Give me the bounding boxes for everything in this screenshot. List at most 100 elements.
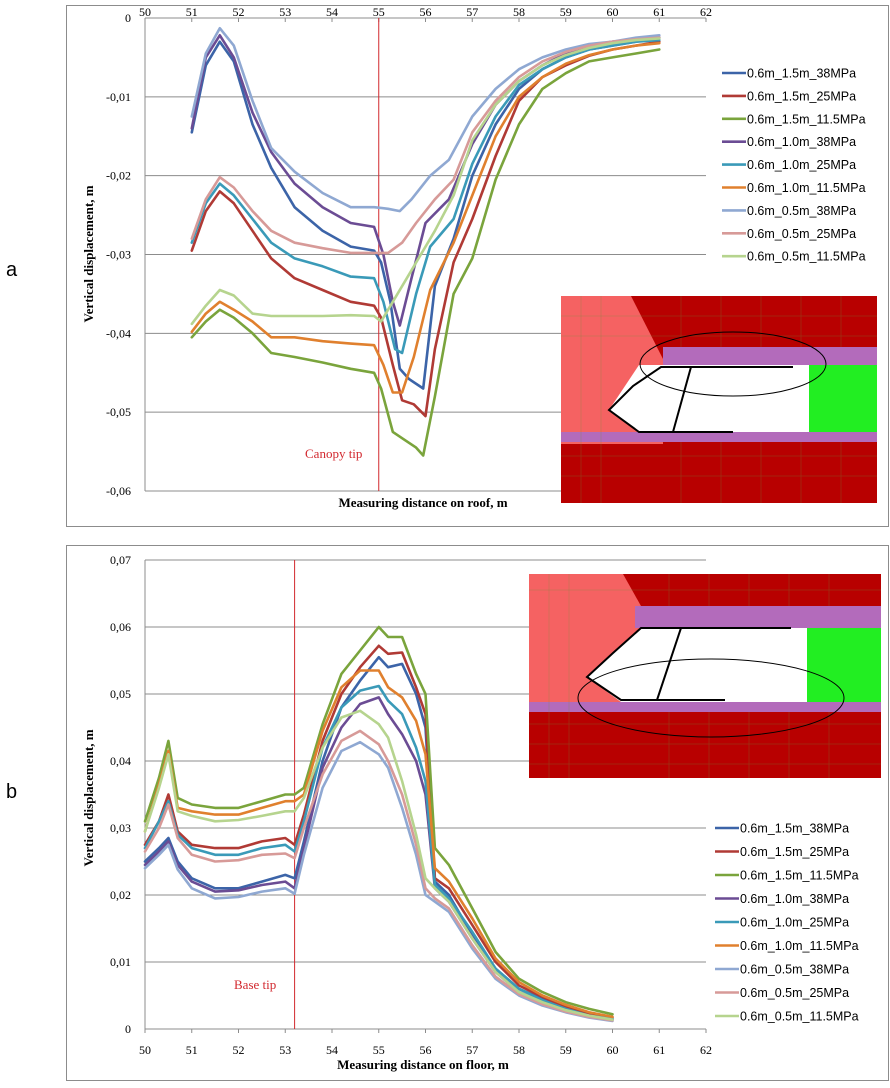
x-tick-label: 51	[186, 1043, 198, 1057]
inset-support-outline	[607, 366, 793, 433]
series-line	[143, 709, 614, 1021]
x-tick-label: 53	[279, 1043, 291, 1057]
legend-entry: 0.6m_0.5m_38MPa	[740, 963, 849, 977]
series-line	[143, 740, 614, 1023]
x-tick-label: 61	[653, 1043, 665, 1057]
legend-entry: 0.6m_1.0m_25MPa	[747, 158, 856, 172]
panel-label-b: b	[6, 781, 17, 803]
y-tick-label: 0,02	[110, 888, 131, 902]
x-tick-label: 55	[373, 1043, 385, 1057]
y-tick-label: -0,05	[106, 405, 131, 419]
y-tick-label: -0,06	[106, 484, 131, 498]
series-line	[190, 34, 661, 327]
inset-opening	[609, 365, 809, 432]
legend-entry: 0.6m_1.0m_25MPa	[740, 916, 849, 930]
y-tick-label: 0,04	[110, 754, 131, 768]
x-tick-label: 62	[700, 5, 712, 19]
x-tick-label: 60	[607, 1043, 619, 1057]
x-tick-label: 60	[607, 5, 619, 19]
x-tick-label: 58	[513, 1043, 525, 1057]
legend-entry: 0.6m_1.5m_25MPa	[747, 89, 856, 103]
y-tick-label: 0,03	[110, 821, 131, 835]
legend-entry: 0.6m_1.0m_38MPa	[747, 135, 856, 149]
series-line	[190, 26, 661, 213]
y-tick-label: 0,07	[110, 553, 131, 567]
model-inset-floor	[529, 574, 881, 778]
series-line	[190, 37, 661, 326]
y-tick-label: -0,03	[106, 248, 131, 262]
panel-label-a: a	[6, 259, 18, 281]
marker-label: Canopy tip	[305, 446, 362, 461]
x-tick-label: 55	[373, 5, 385, 19]
x-tick-label: 56	[420, 1043, 432, 1057]
inset-goaf-block	[809, 365, 877, 432]
inset-mesh	[561, 296, 877, 503]
x-tick-label: 58	[513, 5, 525, 19]
inset-floor-layer	[529, 702, 881, 712]
x-tick-label: 54	[326, 5, 338, 19]
legend-entry: 0.6m_0.5m_11.5MPa	[747, 250, 866, 264]
model-inset-roof	[561, 296, 877, 503]
legend-entry: 0.6m_0.5m_25MPa	[740, 986, 849, 1000]
x-tick-label: 61	[653, 5, 665, 19]
x-tick-label: 53	[279, 5, 291, 19]
inset-floor-layer	[561, 432, 877, 442]
y-tick-label: 0,05	[110, 687, 131, 701]
x-tick-label: 50	[139, 5, 151, 19]
inset-highlight-ellipse	[577, 658, 845, 738]
inset-support-outline	[585, 627, 791, 701]
legend-entry: 0.6m_1.5m_11.5MPa	[740, 869, 859, 883]
legend-entry: 0.6m_1.0m_11.5MPa	[740, 939, 859, 953]
y-tick-label: 0	[125, 11, 131, 25]
y-tick-label: -0,01	[106, 90, 131, 104]
series-line	[143, 644, 614, 1019]
series-line	[143, 625, 614, 1016]
y-tick-label: 0,06	[110, 620, 131, 634]
series-line	[143, 684, 614, 1021]
legend-entry: 0.6m_1.5m_25MPa	[740, 845, 849, 859]
series-line	[190, 38, 661, 355]
legend-entry: 0.6m_1.5m_38MPa	[740, 822, 849, 836]
inset-opening	[587, 628, 807, 702]
x-tick-label: 52	[233, 5, 245, 19]
x-axis-title: Measuring distance on roof, m	[338, 495, 507, 510]
marker-label: Base tip	[234, 977, 276, 992]
legend-entry: 0.6m_0.5m_25MPa	[747, 227, 856, 241]
legend-entry: 0.6m_1.5m_11.5MPa	[747, 112, 866, 126]
inset-goaf-block	[807, 628, 881, 702]
y-tick-label: 0,01	[110, 955, 131, 969]
series-line	[190, 41, 661, 394]
x-tick-label: 57	[466, 1043, 478, 1057]
y-axis-title: Vertical displacement, m	[81, 729, 96, 866]
legend-entry: 0.6m_0.5m_11.5MPa	[740, 1010, 859, 1024]
x-tick-label: 54	[326, 1043, 338, 1057]
x-tick-label: 59	[560, 1043, 572, 1057]
x-axis-title: Measuring distance on floor, m	[337, 1057, 509, 1072]
x-tick-label: 56	[420, 5, 432, 19]
plot-area-b: 0 0,01 0,02 0,03 0,04 0,05 0,06 0,07 50 51 52 53 54 5…	[81, 553, 859, 1072]
x-tick-label: 62	[700, 1043, 712, 1057]
y-axis-title: Vertical displacement, m	[81, 185, 96, 322]
x-tick-label: 57	[466, 5, 478, 19]
legend-entry: 0.6m_1.0m_11.5MPa	[747, 181, 866, 195]
x-tick-label: 50	[139, 1043, 151, 1057]
y-tick-label: -0,04	[106, 326, 131, 340]
series-line	[190, 48, 661, 457]
inset-roof-layer	[663, 347, 877, 365]
x-tick-label: 59	[560, 5, 572, 19]
y-tick-label: 0	[125, 1022, 131, 1036]
legend-entry: 0.6m_0.5m_38MPa	[747, 204, 856, 218]
legend-entry: 0.6m_1.5m_38MPa	[747, 67, 856, 81]
plot-area-a: 0 -0,01 -0,02 -0,03 -0,04 -0,05 -0,06 50 51 52 53 5…	[81, 5, 866, 510]
series-line	[143, 669, 614, 1019]
x-tick-label: 52	[233, 1043, 245, 1057]
inset-mesh	[529, 574, 881, 778]
series-line	[143, 729, 614, 1022]
x-tick-label: 51	[186, 5, 198, 19]
inset-highlight-ellipse	[639, 331, 827, 397]
y-tick-label: -0,02	[106, 169, 131, 183]
legend-entry: 0.6m_1.0m_38MPa	[740, 892, 849, 906]
series-line	[190, 36, 661, 255]
inset-roof-layer	[635, 606, 881, 628]
